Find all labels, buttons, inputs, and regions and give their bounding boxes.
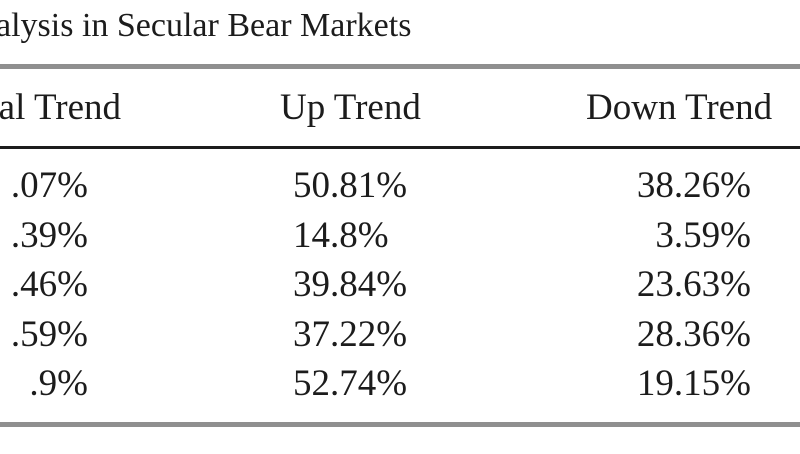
cell-down-trend: 38.26% bbox=[636, 165, 751, 206]
column-header-total-trend: al Trend bbox=[0, 87, 121, 128]
table-title: alysis in Secular Bear Markets bbox=[0, 7, 412, 44]
header-row: al Trend Up Trend Down Trend bbox=[0, 86, 800, 130]
table-row: .39% 14.8% 3.59% bbox=[0, 214, 800, 264]
cell-total-trend: .9% bbox=[29, 363, 88, 404]
column-header-up-trend: Up Trend bbox=[280, 87, 421, 128]
cell-total-trend: .39% bbox=[10, 214, 88, 256]
table-row: .46% 39.84% 23.63% bbox=[0, 263, 800, 313]
header-rule bbox=[0, 146, 800, 149]
column-header-down-trend: Down Trend bbox=[586, 87, 773, 128]
cell-up-trend: 37.22% bbox=[293, 313, 408, 355]
cell-up-trend: 14.8% bbox=[293, 214, 389, 256]
cell-up-trend: 39.84% bbox=[293, 264, 408, 305]
top-rule bbox=[0, 64, 800, 69]
cell-total-trend: .07% bbox=[10, 165, 88, 206]
cell-total-trend: .46% bbox=[10, 264, 88, 305]
cell-down-trend: 19.15% bbox=[636, 363, 751, 404]
cell-total-trend: .59% bbox=[10, 313, 88, 355]
bottom-rule bbox=[0, 422, 800, 427]
cell-down-trend: 23.63% bbox=[636, 264, 751, 305]
table-row: .9% 52.74% 19.15% bbox=[0, 362, 800, 412]
table-row: .59% 37.22% 28.36% bbox=[0, 313, 800, 363]
cell-up-trend: 52.74% bbox=[293, 363, 408, 404]
cell-up-trend: 50.81% bbox=[293, 165, 408, 206]
table-row: .07% 50.81% 38.26% bbox=[0, 164, 800, 214]
cell-down-trend: 3.59% bbox=[655, 214, 751, 256]
cell-down-trend: 28.36% bbox=[636, 313, 751, 355]
table-body: .07% 50.81% 38.26% .39% 14.8% 3.59% .46%… bbox=[0, 164, 800, 412]
